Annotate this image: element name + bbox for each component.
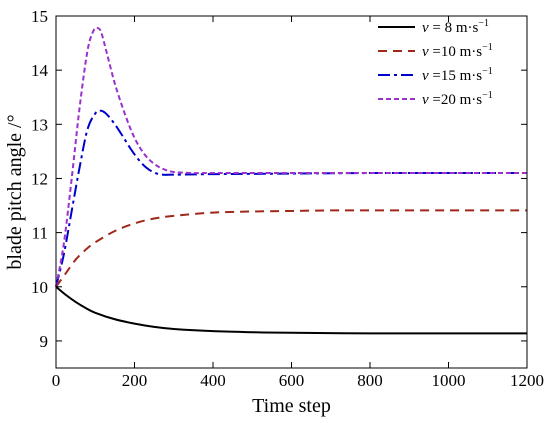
legend-var: v — [422, 92, 429, 108]
legend-label: =20 m·s — [429, 92, 483, 108]
y-tick-label: 14 — [31, 61, 49, 80]
y-axis-title: blade pitch angle /° — [4, 114, 26, 269]
legend-label: = 8 m·s — [429, 20, 479, 36]
y-tick-label: 10 — [31, 278, 48, 297]
series-line-2 — [55, 109, 527, 288]
legend-label: =15 m·s — [429, 68, 483, 84]
series-line-3 — [55, 26, 527, 287]
legend-superscript: −1 — [478, 18, 489, 29]
x-tick-label: 200 — [122, 371, 148, 390]
x-tick-label: 800 — [357, 371, 383, 390]
plot-lines — [55, 26, 527, 335]
legend-entry-3: v =20 m·s−1 — [422, 90, 493, 108]
x-tick-label: 1000 — [432, 371, 466, 390]
legend-label: =10 m·s — [429, 44, 483, 60]
y-tick-label: 9 — [40, 332, 49, 351]
legend-superscript: −1 — [482, 90, 493, 101]
y-tick-label: 15 — [31, 7, 48, 26]
y-axis: 9 10 11 12 13 14 15 — [31, 7, 527, 351]
y-tick-label: 13 — [31, 115, 48, 134]
legend-entry-1: v =10 m·s−1 — [422, 42, 493, 60]
x-tick-label: 1200 — [510, 371, 544, 390]
legend-entry-0: v = 8 m·s−1 — [422, 18, 489, 36]
legend-entry-2: v =15 m·s−1 — [422, 66, 493, 84]
x-axis-title: Time step — [252, 395, 331, 417]
legend-superscript: −1 — [482, 66, 493, 77]
series-line-1 — [55, 209, 527, 288]
x-tick-label: 0 — [52, 371, 61, 390]
legend-var: v — [422, 68, 429, 84]
x-tick-label: 400 — [200, 371, 226, 390]
x-axis: 0 200 400 600 800 1000 1200 — [52, 16, 544, 390]
legend-var: v — [422, 44, 429, 60]
legend-var: v — [422, 20, 429, 36]
y-tick-label: 12 — [31, 169, 48, 188]
y-tick-label: 11 — [32, 224, 48, 243]
series-line-0 — [55, 285, 527, 335]
legend-superscript: −1 — [482, 42, 493, 53]
x-tick-label: 600 — [279, 371, 305, 390]
legend: v = 8 m·s−1v =10 m·s−1v =15 m·s−1v =20 m… — [378, 18, 493, 108]
